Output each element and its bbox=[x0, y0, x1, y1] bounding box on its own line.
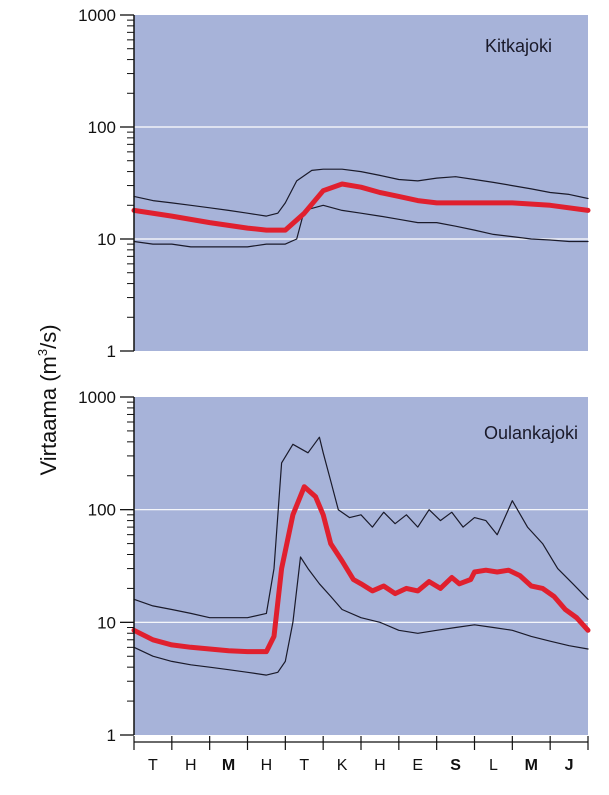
x-tick-label: E bbox=[412, 757, 423, 774]
x-tick-label: M bbox=[222, 757, 235, 774]
y-tick-label: 1 bbox=[107, 342, 116, 361]
series-line-mean bbox=[131, 181, 591, 233]
chart-oulankajoki: 1 10 100 1000 Oulankajoki bbox=[78, 388, 591, 745]
gridlines-oulankajoki bbox=[134, 509, 588, 623]
y-tick-label: 1000 bbox=[78, 6, 116, 25]
y-ticks-kitkajoki: 1 10 100 1000 bbox=[78, 6, 134, 361]
series-line-max bbox=[133, 168, 589, 217]
plot-area-oulankajoki bbox=[134, 397, 588, 735]
x-tick-label: K bbox=[337, 757, 348, 774]
x-tick-label: H bbox=[374, 757, 386, 774]
y-tick-label: 10 bbox=[97, 230, 116, 249]
y-tick-label: 1 bbox=[107, 726, 116, 745]
chart-title-oulankajoki: Oulankajoki bbox=[484, 423, 578, 443]
x-tick-label: J bbox=[565, 757, 574, 774]
series-line-mean bbox=[131, 484, 591, 655]
y-tick-label: 1000 bbox=[78, 388, 116, 407]
x-tick-label: T bbox=[299, 757, 309, 774]
plot-area-kitkajoki bbox=[134, 15, 588, 351]
series-line-min bbox=[133, 556, 589, 676]
chart-kitkajoki: 1 10 100 1000 Kitkajoki bbox=[78, 6, 591, 361]
x-tick-label: H bbox=[185, 757, 197, 774]
y-ticks-oulankajoki: 1 10 100 1000 bbox=[78, 388, 134, 745]
series-line-min bbox=[133, 204, 589, 248]
x-tick-label: S bbox=[450, 757, 461, 774]
series-group-oulankajoki bbox=[131, 436, 591, 676]
gridlines-kitkajoki bbox=[134, 126, 588, 240]
x-tick-label: H bbox=[261, 757, 273, 774]
x-tick-label: L bbox=[489, 757, 498, 774]
x-tick-label: M bbox=[525, 757, 538, 774]
chart-title-kitkajoki: Kitkajoki bbox=[485, 36, 552, 56]
y-tick-label: 10 bbox=[97, 613, 116, 632]
series-group-kitkajoki bbox=[131, 168, 591, 248]
y-axis-label: Virtaama (m3/s) bbox=[35, 324, 61, 475]
y-tick-label: 100 bbox=[88, 118, 116, 137]
x-tick-label: T bbox=[148, 757, 158, 774]
y-tick-label: 100 bbox=[88, 501, 116, 520]
series-line-max bbox=[133, 436, 589, 619]
